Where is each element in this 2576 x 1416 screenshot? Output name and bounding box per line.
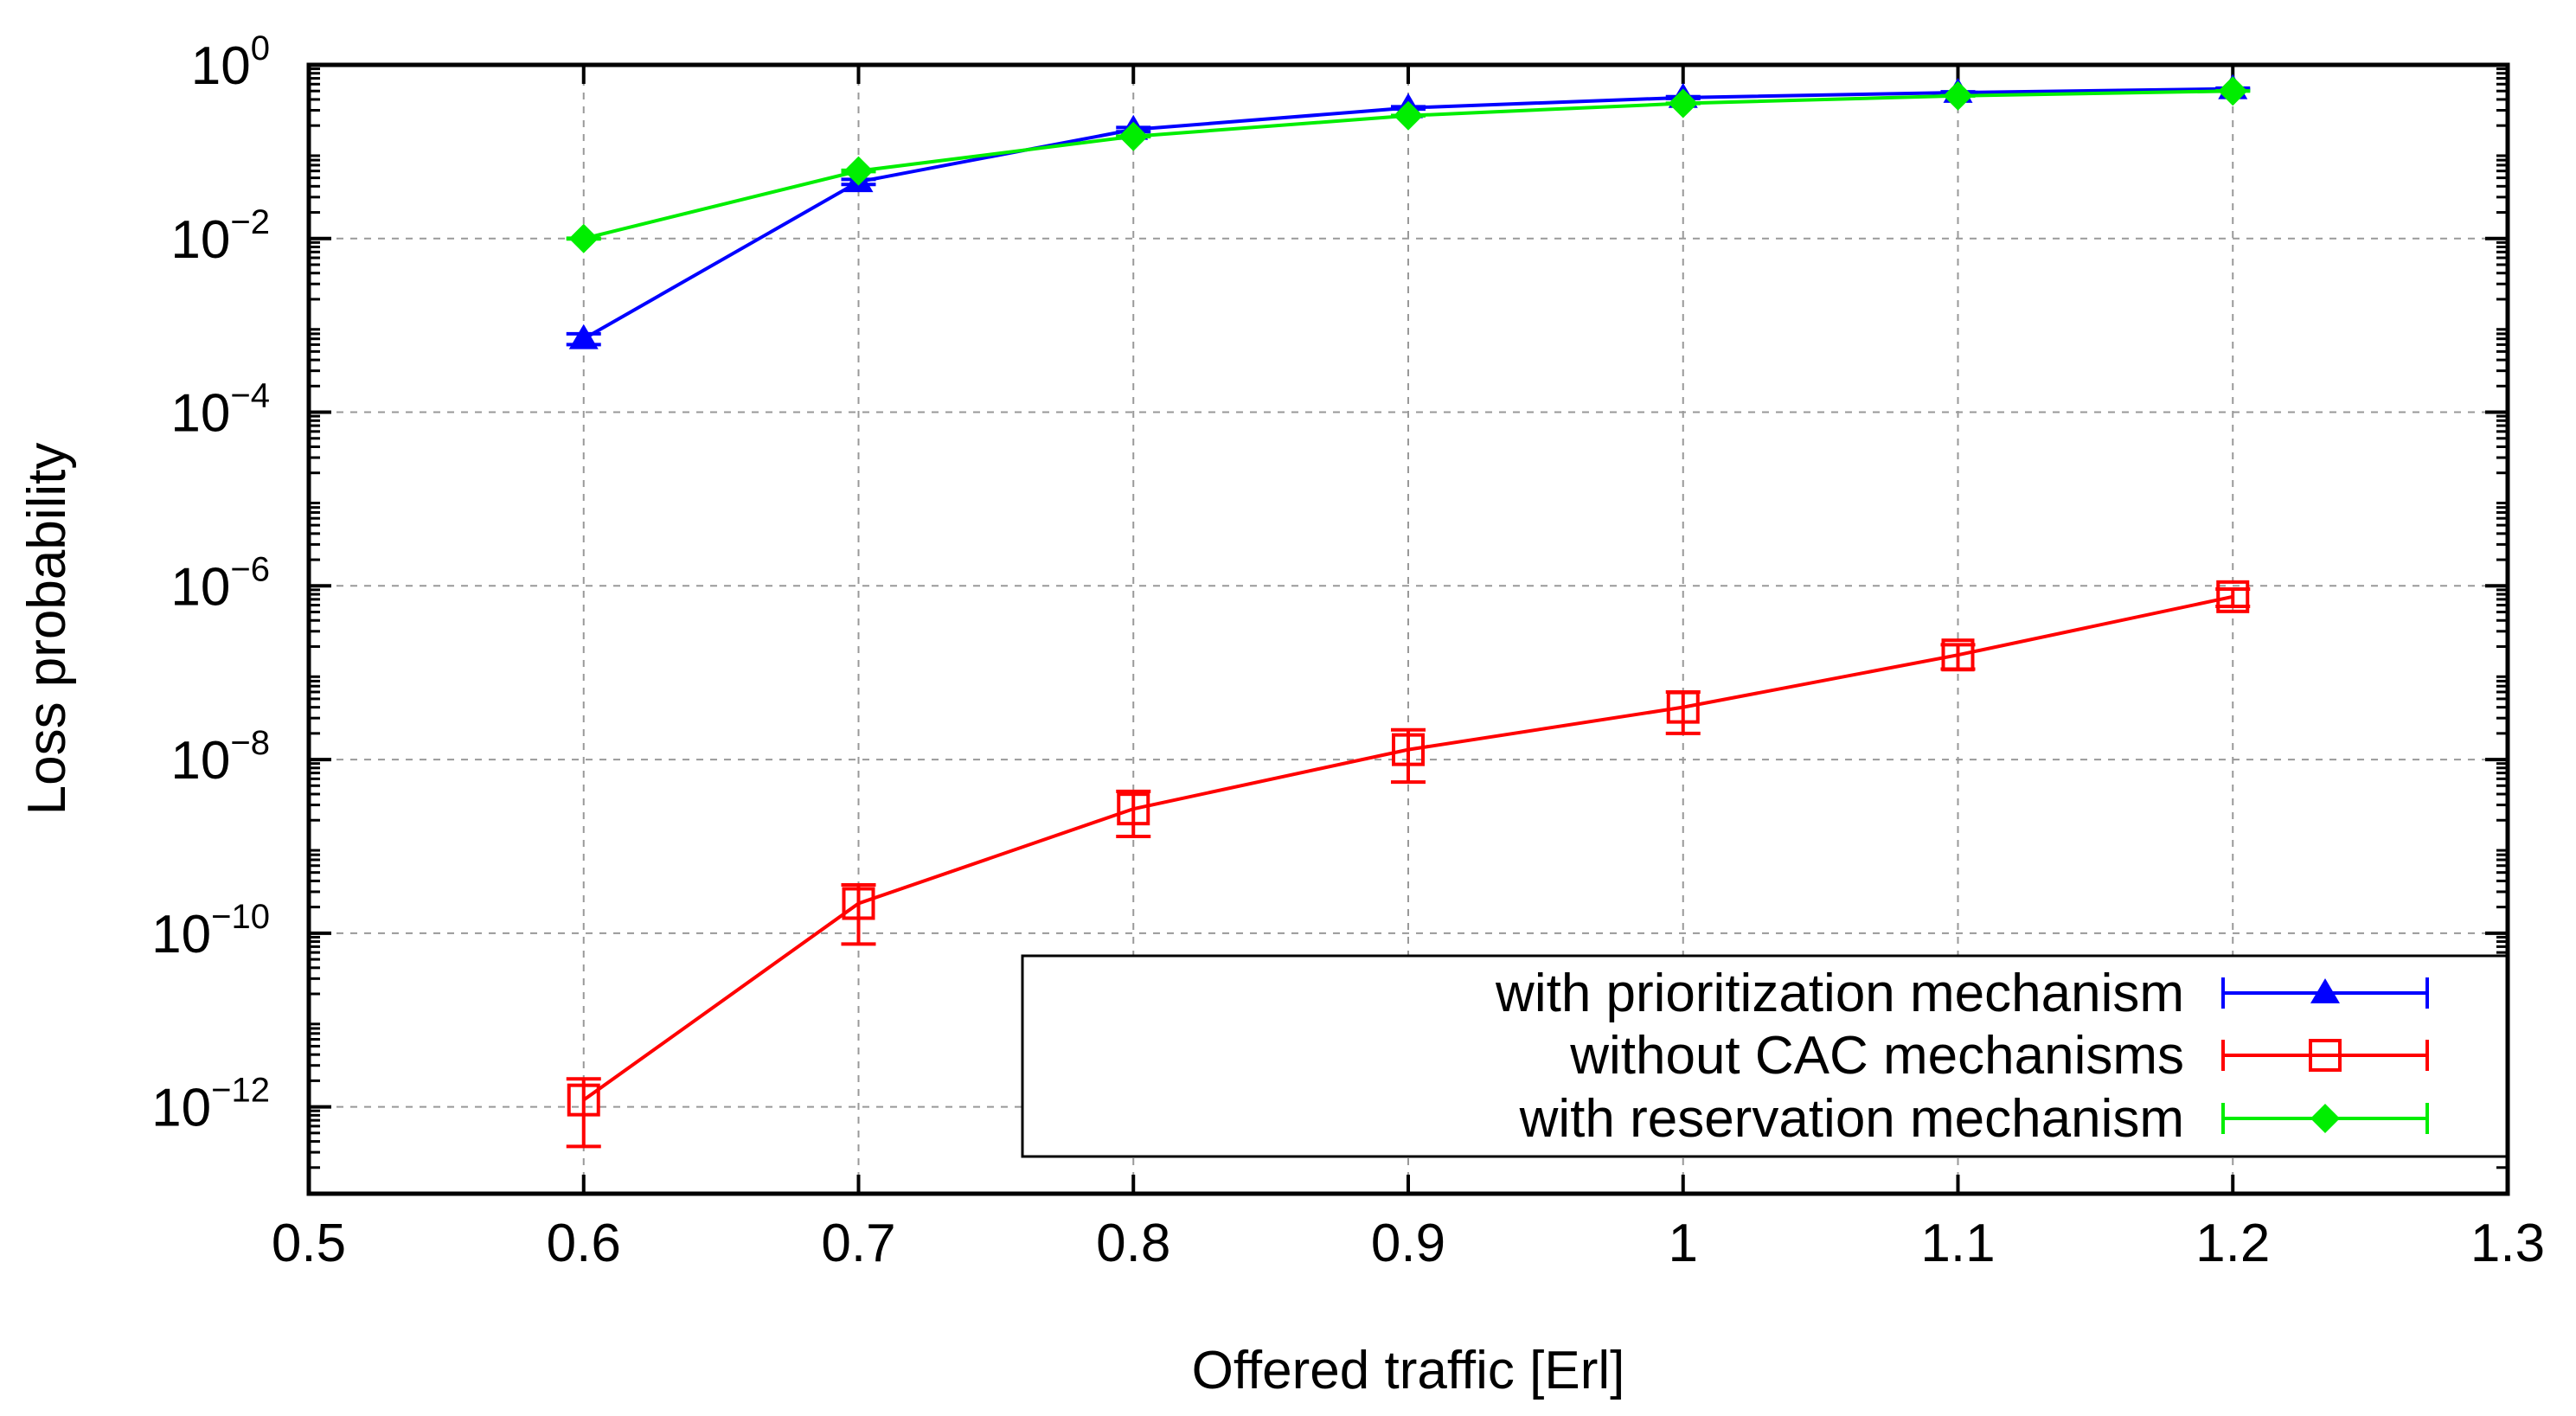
x-tick-label: 0.6 bbox=[547, 1214, 621, 1273]
data-point bbox=[843, 156, 874, 186]
x-axis-title: Offered traffic [Erl] bbox=[1192, 1341, 1625, 1400]
data-point bbox=[1392, 733, 1425, 766]
y-tick-exponent: 0 bbox=[251, 29, 270, 67]
legend-marker bbox=[2309, 1039, 2342, 1072]
y-tick-label: 100 bbox=[191, 29, 270, 96]
x-tick-label: 1.2 bbox=[2195, 1214, 2270, 1273]
legend-label: with reservation mechanism bbox=[1519, 1089, 2184, 1149]
x-tick-label: 1.3 bbox=[2470, 1214, 2545, 1273]
data-point bbox=[842, 887, 875, 920]
x-tick-label: 1 bbox=[1669, 1214, 1698, 1273]
y-axis-title: Loss probability bbox=[17, 443, 77, 816]
y-tick-label: 10−6 bbox=[170, 550, 270, 617]
data-point bbox=[2218, 76, 2248, 106]
y-tick-label: 10−12 bbox=[151, 1072, 270, 1138]
data-point bbox=[1943, 80, 1973, 111]
legend-marker bbox=[2310, 1104, 2340, 1133]
y-tick-exponent: −6 bbox=[230, 550, 270, 588]
y-tick-base: 10 bbox=[191, 36, 251, 96]
x-tick-label: 1.1 bbox=[1920, 1214, 1995, 1273]
data-point bbox=[1941, 638, 1975, 672]
series-3 bbox=[566, 76, 2251, 253]
y-tick-exponent: −2 bbox=[230, 203, 270, 241]
y-tick-label: 10−2 bbox=[170, 203, 270, 270]
y-tick-label: 10−10 bbox=[151, 898, 270, 964]
data-point bbox=[1117, 792, 1150, 826]
plot-frame bbox=[306, 62, 2510, 1196]
data-point bbox=[1394, 100, 1423, 131]
y-tick-base: 10 bbox=[151, 1079, 211, 1138]
data-point bbox=[1668, 88, 1698, 119]
data-point bbox=[568, 223, 599, 253]
series-2 bbox=[566, 580, 2251, 1149]
data-point bbox=[2216, 580, 2250, 613]
data-point bbox=[1666, 690, 1700, 724]
x-tick-label: 0.9 bbox=[1371, 1214, 1445, 1273]
y-tick-base: 10 bbox=[170, 384, 230, 444]
x-tick-label: 0.8 bbox=[1096, 1214, 1170, 1273]
y-tick-exponent: −4 bbox=[230, 377, 270, 415]
labels-layer: 0.5 0.6 0.7 0.8 0.9 1 1.1 1.2 1.310010−210−410−6… bbox=[151, 29, 2545, 1273]
x-tick-label: 0.7 bbox=[821, 1214, 895, 1273]
data-point bbox=[567, 1083, 600, 1117]
legend-label: without CAC mechanisms bbox=[1569, 1026, 2184, 1086]
y-tick-exponent: −12 bbox=[211, 1072, 270, 1110]
y-tick-base: 10 bbox=[151, 905, 211, 964]
y-tick-base: 10 bbox=[170, 210, 230, 270]
y-tick-label: 10−4 bbox=[170, 377, 270, 444]
data-point bbox=[568, 324, 599, 349]
series-layer bbox=[566, 74, 2251, 1149]
data-point bbox=[1118, 121, 1149, 151]
y-tick-base: 10 bbox=[170, 557, 230, 617]
y-tick-exponent: −10 bbox=[211, 898, 270, 936]
x-tick-label: 0.5 bbox=[272, 1214, 346, 1273]
legend-label: with prioritization mechanism bbox=[1495, 964, 2184, 1023]
legend-marker bbox=[2310, 978, 2340, 1003]
y-tick-base: 10 bbox=[170, 731, 230, 791]
y-tick-exponent: −8 bbox=[230, 724, 270, 762]
y-tick-label: 10−8 bbox=[170, 724, 270, 791]
